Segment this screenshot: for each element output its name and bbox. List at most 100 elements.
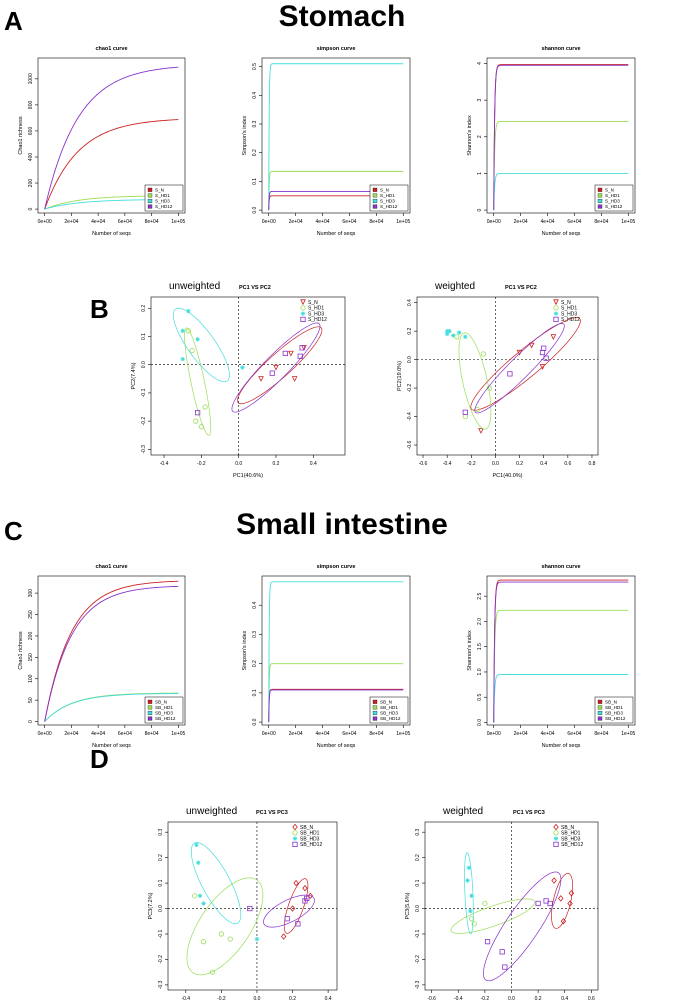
- section-a-header: A Stomach: [4, 0, 405, 36]
- point-s-hd1: [198, 424, 204, 430]
- chart-c-shannon: shannon curve 0e+00 2e+04 4e+04 6e+04 8e+04 1e…: [467, 564, 636, 749]
- confidence-ellipse-sb-hd12: [483, 871, 562, 982]
- y-tick-label: 0.0: [158, 905, 164, 912]
- y-tick-label: 150: [28, 653, 34, 662]
- point-s-n: [528, 342, 535, 349]
- x-axis-label: Number of seqs: [92, 743, 131, 749]
- point-sb-hd1: [209, 969, 216, 975]
- y-tick-label: 250: [28, 610, 34, 619]
- confidence-ellipse-s-hd12: [474, 323, 565, 414]
- point-sb-hd12: [543, 898, 549, 904]
- point-s-hd12: [195, 410, 201, 416]
- point-sb-hd3: [468, 908, 473, 914]
- point-s-n: [516, 349, 523, 356]
- point-s-hd12: [543, 355, 549, 361]
- legend-swatch: [597, 204, 603, 209]
- legend-swatch: [372, 187, 378, 192]
- x-tick-label: 0.2: [516, 461, 523, 467]
- legend-marker: [553, 316, 559, 323]
- x-tick-label: 4e+04: [541, 731, 555, 737]
- legend-label: S_HD3: [380, 199, 395, 204]
- plot-frame: [37, 57, 186, 214]
- legend-label: S_HD3: [561, 311, 577, 317]
- point-sb-n: [558, 895, 564, 902]
- y-tick-label: 2.0: [477, 618, 483, 625]
- chart-b-unweighted-pcoa: unweighted PC1 VS PC2 -0.4 -0.2 0.0 0.2 0.4 -0.…: [131, 281, 346, 479]
- series-line-s-hd3: [268, 63, 404, 211]
- series-line-s-hd3: [44, 199, 179, 210]
- legend-swatch: [597, 705, 603, 710]
- legend-swatch: [372, 199, 378, 203]
- y-tick-label: 2: [477, 135, 483, 138]
- point-sb-hd1: [192, 893, 198, 899]
- y-tick-label: 800: [28, 101, 34, 110]
- x-tick-label: 0.4: [325, 996, 332, 1002]
- x-tick-label: 2e+04: [289, 731, 303, 737]
- x-tick-label: -0.4: [454, 996, 463, 1002]
- x-tick-label: 0.4: [310, 461, 317, 467]
- legend-swatch: [597, 716, 603, 721]
- series-line-s-n: [268, 195, 404, 211]
- y-tick-label: 1000: [28, 73, 34, 84]
- point-sb-hd3: [201, 901, 206, 906]
- legend-swatch: [372, 711, 378, 715]
- legend-label: SB_HD12: [605, 716, 626, 721]
- x-tick-label: 1e+05: [621, 731, 635, 737]
- legend-swatch: [147, 711, 153, 715]
- confidence-ellipse-sb-hd1: [450, 898, 536, 934]
- point-s-n: [258, 376, 264, 382]
- legend-marker: [553, 299, 559, 306]
- legend-swatch: [372, 699, 378, 704]
- confidence-ellipse-sb-hd3: [464, 852, 474, 935]
- x-tick-label: 0.8: [588, 461, 595, 467]
- x-tick-label: 6e+04: [118, 219, 132, 225]
- x-axis-label: Number of seqs: [542, 231, 581, 237]
- point-s-hd3: [180, 328, 185, 334]
- x-tick-label: 4e+04: [91, 219, 105, 225]
- point-s-n: [291, 376, 298, 382]
- y-tick-label: -0.6: [407, 441, 413, 450]
- legend-label: S_HD12: [380, 204, 398, 209]
- point-s-hd12: [282, 350, 288, 357]
- x-axis-label: Number of seqs: [542, 743, 581, 749]
- point-sb-hd12: [302, 898, 308, 904]
- y-tick-label: 0.3: [252, 120, 258, 127]
- y-tick-label: -0.2: [415, 955, 421, 964]
- point-s-hd1: [462, 413, 468, 420]
- point-s-n: [288, 350, 294, 357]
- x-tick-label: 0e+00: [487, 219, 501, 225]
- legend-label: SB_N: [561, 825, 574, 831]
- x-tick-label: 2e+04: [64, 219, 78, 225]
- point-s-hd1: [189, 348, 195, 354]
- legend-marker: [553, 841, 559, 848]
- y-tick-label: 0.0: [477, 719, 483, 726]
- point-s-hd3: [457, 330, 462, 335]
- legend-marker: [292, 830, 298, 836]
- chart-title: PC1 VS PC3: [256, 810, 288, 816]
- y-axis-label: PC2(19.0%): [397, 361, 403, 391]
- point-sb-hd1: [200, 939, 207, 945]
- legend-label: S_N: [561, 300, 571, 306]
- series-line-sb-hd1: [268, 663, 404, 723]
- x-tick-label: -0.2: [481, 996, 490, 1002]
- legend-label: S_HD1: [380, 193, 395, 198]
- confidence-ellipse-s-hd12: [231, 322, 321, 413]
- point-sb-hd3: [465, 878, 470, 883]
- point-sb-hd12: [502, 964, 508, 970]
- confidence-ellipse-sb-hd3: [190, 842, 242, 925]
- legend-marker: [553, 305, 559, 311]
- x-tick-label: 2e+04: [514, 731, 528, 737]
- plot-frame: [486, 575, 636, 726]
- y-tick-label: 3: [477, 99, 483, 102]
- series-line-s-hd12: [493, 64, 629, 211]
- y-tick-label: -0.2: [158, 955, 164, 964]
- point-sb-n: [568, 890, 575, 897]
- section-title-small-intestine: Small intestine: [236, 508, 448, 541]
- y-tick-label: 1: [477, 172, 483, 175]
- x-tick-label: 0e+00: [262, 731, 276, 737]
- x-tick-label: -0.6: [427, 996, 436, 1002]
- point-sb-hd3: [254, 936, 260, 942]
- y-tick-label: 0.2: [252, 660, 258, 667]
- point-sb-hd12: [284, 916, 290, 922]
